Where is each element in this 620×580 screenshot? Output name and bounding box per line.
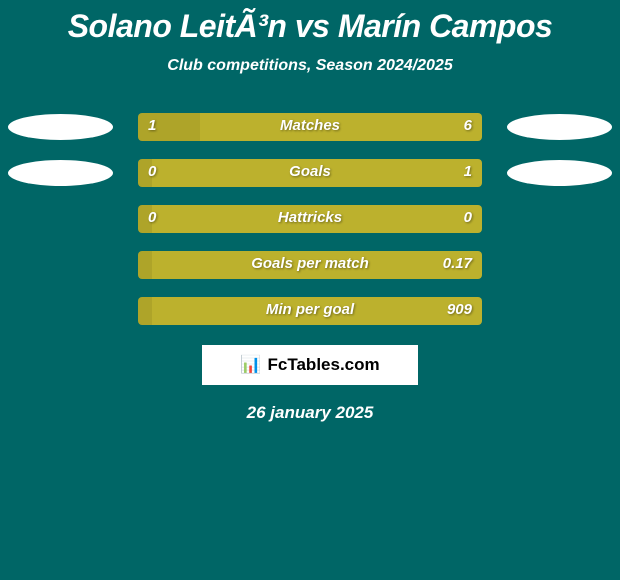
player-left-indicator — [8, 114, 113, 140]
stat-row: Goals 0 1 — [0, 159, 620, 187]
stat-value-left: 0 — [148, 209, 156, 226]
stat-value-right: 909 — [447, 301, 472, 318]
stat-value-left: 0 — [148, 163, 156, 180]
player-right-indicator — [507, 114, 612, 140]
logo-text: FcTables.com — [268, 355, 380, 375]
bar-segment-left — [138, 251, 152, 279]
stat-label: Hattricks — [278, 209, 342, 226]
subtitle: Club competitions, Season 2024/2025 — [0, 57, 620, 75]
comparison-container: Solano LeitÃ³n vs Marín Campos Club comp… — [0, 0, 620, 423]
page-title: Solano LeitÃ³n vs Marín Campos — [0, 8, 620, 45]
chart-icon: 📊 — [240, 355, 261, 375]
source-logo: 📊 FcTables.com — [202, 345, 418, 385]
stat-label: Goals — [289, 163, 331, 180]
stat-label: Goals per match — [251, 255, 369, 272]
stat-label: Min per goal — [266, 301, 354, 318]
stat-row: Matches 1 6 — [0, 113, 620, 141]
stats-area: Matches 1 6 Goals 0 1 Hattricks 0 0 Goals per mat… — [0, 113, 620, 325]
bar-segment-left — [138, 297, 152, 325]
stat-value-right: 0 — [464, 209, 472, 226]
bar-segment-right — [200, 113, 482, 141]
stat-value-left: 1 — [148, 117, 156, 134]
stat-value-right: 0.17 — [443, 255, 472, 272]
stat-row: Goals per match 0.17 — [0, 251, 620, 279]
stat-row: Min per goal 909 — [0, 297, 620, 325]
date-label: 26 january 2025 — [0, 403, 620, 423]
stat-label: Matches — [280, 117, 340, 134]
stat-value-right: 1 — [464, 163, 472, 180]
stat-value-right: 6 — [464, 117, 472, 134]
player-left-indicator — [8, 160, 113, 186]
stat-row: Hattricks 0 0 — [0, 205, 620, 233]
player-right-indicator — [507, 160, 612, 186]
